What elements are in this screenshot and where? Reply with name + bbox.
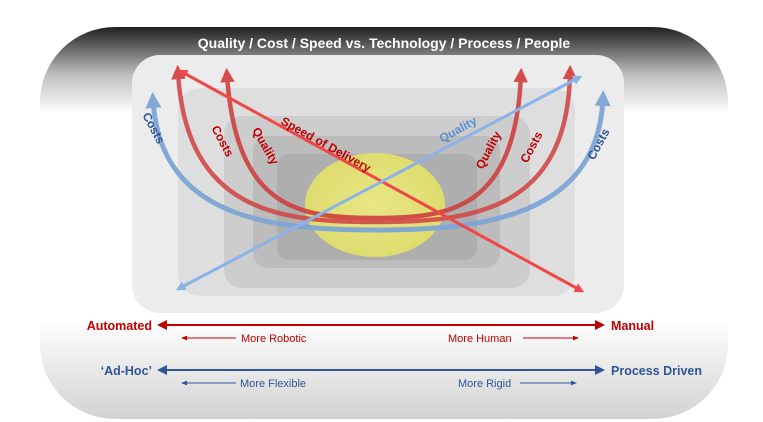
automated-label: Automated — [87, 319, 152, 333]
process-driven-label: Process Driven — [611, 364, 702, 378]
manual-label: Manual — [611, 319, 654, 333]
more-human-label: More Human — [448, 333, 512, 345]
quality-diagonal-arrow — [175, 75, 583, 291]
more-rigid-label: More Rigid — [458, 378, 511, 390]
diagram-title: Quality / Cost / Speed vs. Technology / … — [198, 35, 571, 51]
ad-hoc-label: ‘Ad-Hoc’ — [101, 364, 152, 378]
more-robotic-label: More Robotic — [241, 333, 307, 345]
more-flexible-label: More Flexible — [240, 378, 306, 390]
